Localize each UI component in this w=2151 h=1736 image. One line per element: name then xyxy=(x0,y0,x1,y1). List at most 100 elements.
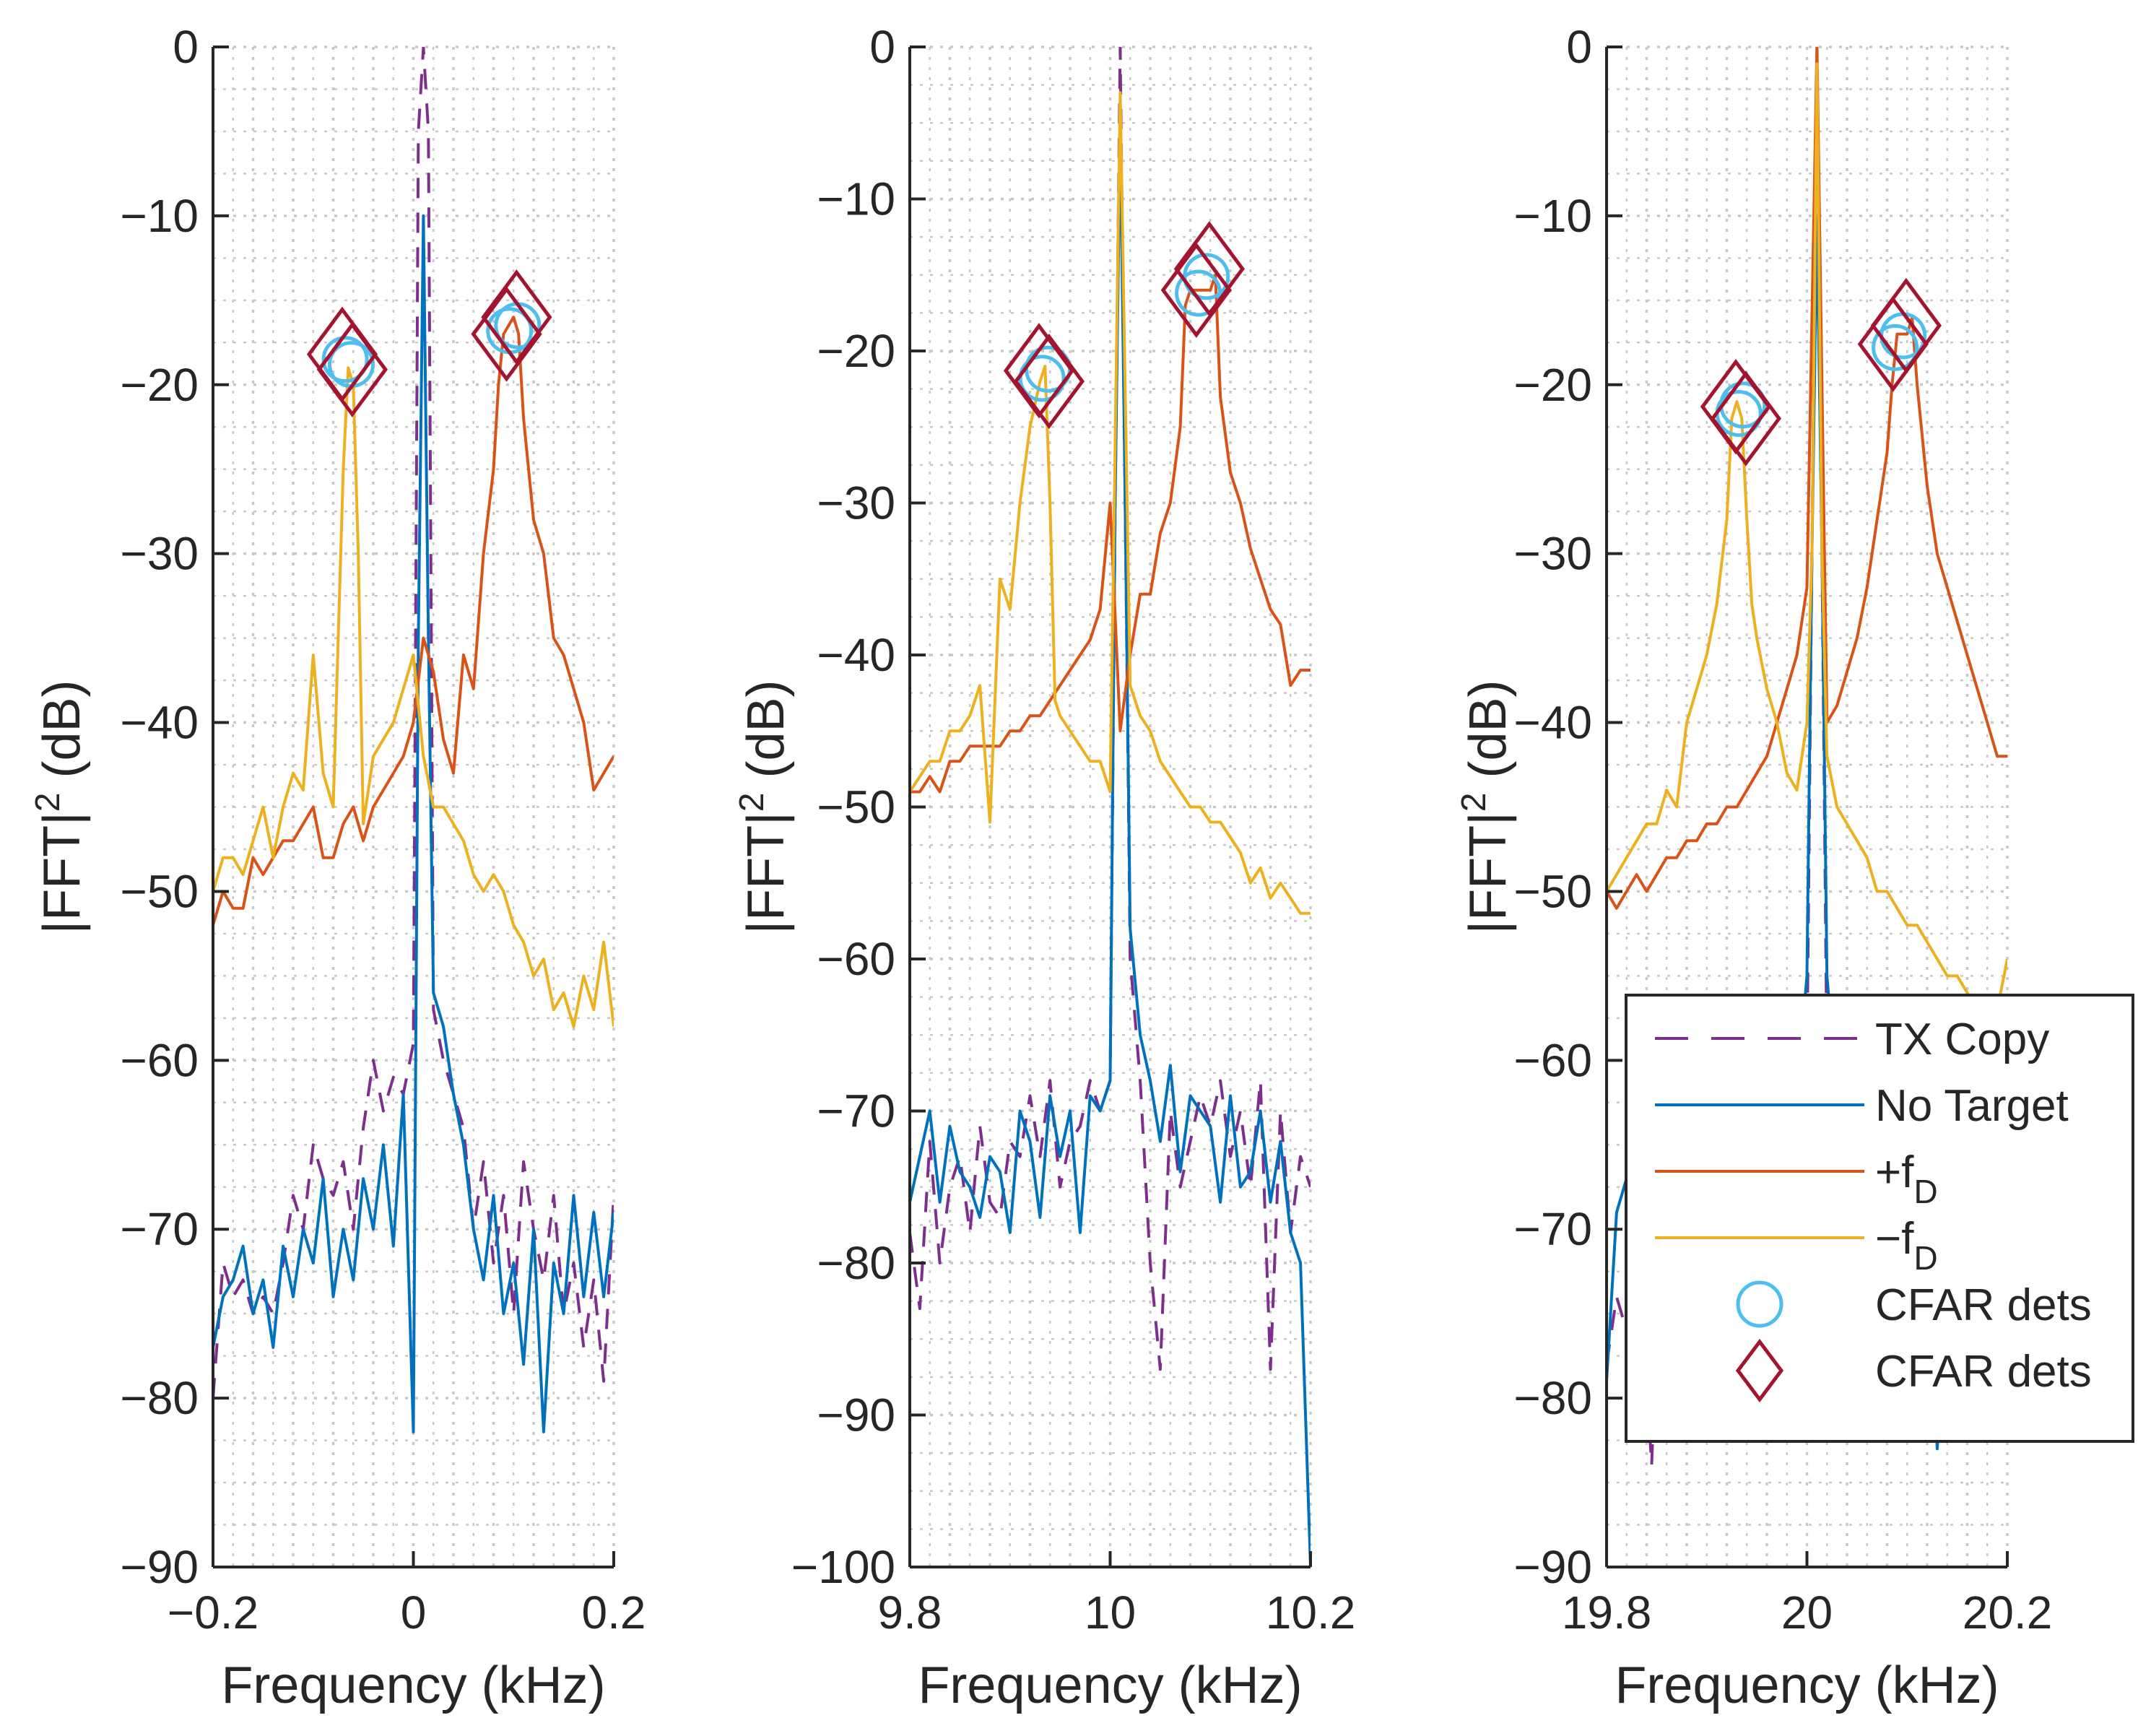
legend-label-main: TX Copy xyxy=(1875,1015,2049,1064)
y-tick-label: −60 xyxy=(817,933,895,985)
y-tick-label: −40 xyxy=(120,697,199,749)
series-line-minus xyxy=(910,91,1311,915)
legend-label-subscript: D xyxy=(1913,1173,1937,1210)
series-line-plus xyxy=(910,273,1311,794)
series-line-nt xyxy=(213,214,614,1433)
y-tick-label: −60 xyxy=(120,1034,199,1086)
legend-label-main: −f xyxy=(1875,1214,1914,1264)
cfar-diamond-marker xyxy=(1870,277,1942,374)
y-label-superscript: 2 xyxy=(733,792,771,812)
cfar-diamond-marker xyxy=(481,269,552,365)
legend-entry-circ[interactable]: CFAR dets xyxy=(1736,1280,2092,1330)
y-tick-label: −10 xyxy=(817,173,895,225)
legend-label: −fD xyxy=(1875,1214,1938,1277)
y-label-unit: (dB) xyxy=(33,680,91,792)
cfar-diamond-marker xyxy=(1013,333,1085,430)
series-line-minus xyxy=(1607,62,2007,1012)
cfar-diamond-marker xyxy=(1160,242,1232,338)
y-label-main: |FFT| xyxy=(1459,812,1517,934)
x-axis-label: Frequency (kHz) xyxy=(1615,1657,1999,1714)
cfar-diamond-marker xyxy=(1857,296,1929,392)
series-line-plus xyxy=(213,316,614,926)
legend-label: CFAR dets xyxy=(1875,1347,2092,1397)
cfar-diamond-marker xyxy=(1173,221,1245,317)
y-tick-label: −10 xyxy=(1513,190,1592,242)
plot-area xyxy=(910,47,1311,1567)
legend-label-main: No Target xyxy=(1875,1081,2069,1131)
cfar-circle-marker xyxy=(321,336,369,383)
cfar-diamond-marker xyxy=(316,321,388,417)
y-tick-label: −40 xyxy=(817,629,895,681)
y-label-superscript: 2 xyxy=(29,792,67,812)
legend-entry-plus[interactable]: +fD xyxy=(1655,1147,1938,1210)
legend-entry-tx[interactable]: TX Copy xyxy=(1655,1015,2049,1064)
legend-label: TX Copy xyxy=(1875,1015,2049,1064)
y-axis-label: |FFT|2 (dB) xyxy=(733,680,795,934)
y-tick-label: −50 xyxy=(120,865,199,917)
x-tick-label: 20.2 xyxy=(1963,1587,2053,1639)
legend-label-main: +f xyxy=(1875,1147,1914,1197)
y-label-main: |FFT| xyxy=(33,812,91,934)
x-axis-label: Frequency (kHz) xyxy=(221,1657,605,1714)
y-tick-label: −50 xyxy=(1513,865,1592,917)
series-line-tx xyxy=(213,47,614,1399)
y-tick-label: −70 xyxy=(1513,1203,1592,1255)
y-tick-label: −70 xyxy=(120,1203,199,1255)
y-label-superscript: 2 xyxy=(1455,792,1493,812)
cfar-circle-marker xyxy=(1183,253,1230,300)
y-label-main: |FFT| xyxy=(737,812,795,934)
y-label-unit: (dB) xyxy=(1459,680,1517,792)
legend-label-main: CFAR dets xyxy=(1875,1280,2092,1330)
x-tick-label: 0 xyxy=(401,1587,427,1639)
legend-diamond-marker xyxy=(1735,1338,1784,1403)
legend-label: +fD xyxy=(1875,1147,1938,1210)
y-tick-label: −70 xyxy=(817,1085,895,1137)
legend-label: CFAR dets xyxy=(1875,1280,2092,1330)
y-tick-label: 0 xyxy=(173,21,199,73)
y-tick-label: −30 xyxy=(120,528,199,580)
y-tick-label: −80 xyxy=(1513,1372,1592,1424)
panels: 0−10−20−30−40−50−60−70−80−90−0.2 0 0.2Freq… xyxy=(29,21,2052,1714)
y-tick-label: −10 xyxy=(120,190,199,242)
x-tick-label: 20 xyxy=(1781,1587,1833,1639)
y-tick-label: 0 xyxy=(869,21,895,73)
y-tick-label: −100 xyxy=(791,1541,895,1593)
legend-entry-nt[interactable]: No Target xyxy=(1655,1081,2069,1131)
y-tick-label: 0 xyxy=(1566,21,1592,73)
y-tick-label: −60 xyxy=(1513,1034,1592,1086)
cfar-diamond-marker xyxy=(1710,370,1781,466)
cfar-circle-marker xyxy=(1018,355,1066,402)
x-tick-label: −0.2 xyxy=(168,1587,258,1639)
cfar-circle-marker xyxy=(1872,324,1919,371)
y-tick-label: −80 xyxy=(120,1372,199,1424)
y-axis-label: |FFT|2 (dB) xyxy=(1455,680,1517,934)
panel-1: 0 −10 −20 −30 −40 −50 −60 −70 −80 −90−0.2 0 0.2 Freq… xyxy=(29,21,646,1714)
legend-circle-marker xyxy=(1736,1280,1783,1328)
legend-label: No Target xyxy=(1875,1081,2069,1131)
y-tick-label: −40 xyxy=(1513,697,1592,749)
legend-entry-minus[interactable]: −fD xyxy=(1655,1214,1938,1277)
y-label-unit: (dB) xyxy=(737,680,795,792)
y-tick-label: −20 xyxy=(817,325,895,377)
legend-entry-diam[interactable]: CFAR dets xyxy=(1735,1338,2092,1403)
x-axis-label: Frequency (kHz) xyxy=(918,1657,1302,1714)
legend-box xyxy=(1625,994,2134,1443)
legend-label-main: CFAR dets xyxy=(1875,1347,2092,1397)
x-tick-label: 10.2 xyxy=(1266,1587,1356,1639)
y-tick-label: −30 xyxy=(817,477,895,529)
y-tick-label: −90 xyxy=(1513,1541,1592,1593)
y-tick-label: −20 xyxy=(1513,359,1592,411)
y-tick-label: −80 xyxy=(817,1237,895,1289)
y-tick-label: −90 xyxy=(817,1389,895,1441)
x-tick-label: 0.2 xyxy=(582,1587,646,1639)
y-tick-label: −30 xyxy=(1513,528,1592,580)
y-tick-label: −90 xyxy=(120,1541,199,1593)
series-line-minus xyxy=(213,366,614,1028)
y-axis-label: |FFT|2 (dB) xyxy=(29,680,91,934)
series-line-plus xyxy=(1607,47,2007,910)
